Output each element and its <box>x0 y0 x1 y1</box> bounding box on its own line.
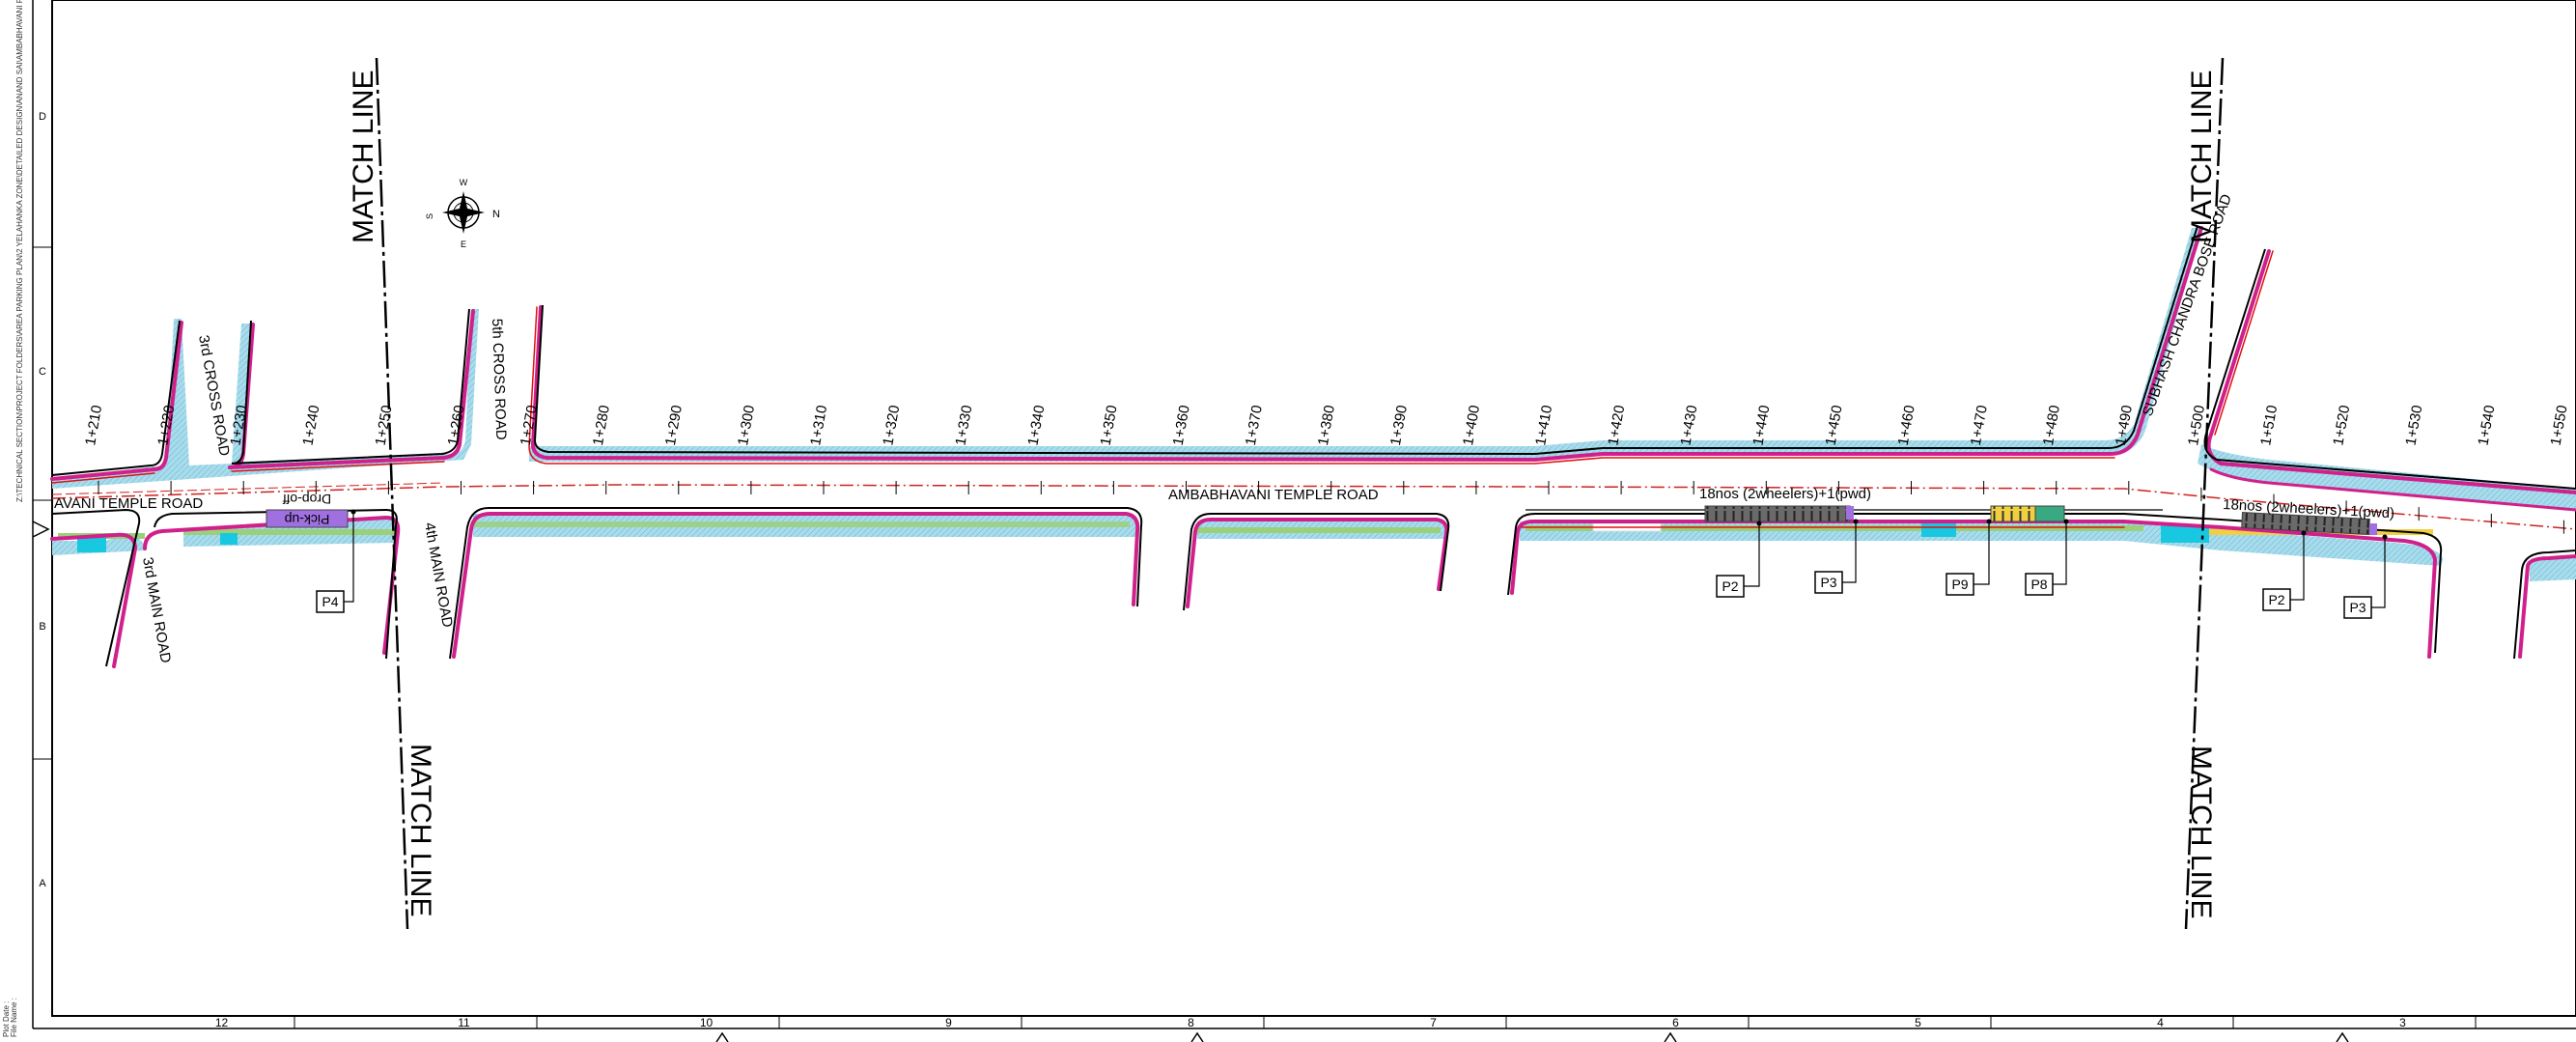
callout-p2: P2 <box>1716 521 1762 598</box>
road-name-5th-cross: 5th CROSS ROAD <box>489 319 509 441</box>
east-letter: E <box>461 239 466 249</box>
callout-label: P3 <box>1820 575 1836 590</box>
chainage-label: 1+520 <box>2330 404 2353 446</box>
row-label: B <box>39 621 45 633</box>
chainage-label: 1+360 <box>1170 404 1193 446</box>
chainage-label: 1+400 <box>1460 404 1483 446</box>
callouts: P4 P2 P3 P9 P8 P2 P3 <box>316 509 2388 619</box>
side-file-path: Z:\TECHNICAL SECTION\PROJECT FOLDERS\ARE… <box>15 0 24 502</box>
chainage-label: 1+310 <box>807 404 830 446</box>
match-line-label-bottom-left: MATCH LINE <box>405 744 436 916</box>
column-labels: 12 11 10 9 8 7 6 5 4 3 <box>215 1016 2477 1029</box>
column-label: 10 <box>700 1016 714 1029</box>
chainage-label: 1+550 <box>2548 404 2571 446</box>
callout-p9: P9 <box>1946 519 1992 596</box>
callout-label: P2 <box>1722 578 1738 594</box>
parking-note-1: 18nos (2wheelers)+1(pwd) <box>1699 486 1871 502</box>
column-label: 6 <box>1672 1016 1679 1029</box>
chainage-label: 1+340 <box>1024 404 1048 446</box>
pickup-dropoff: Pick-up Drop-off <box>266 492 349 528</box>
column-label: 4 <box>2157 1016 2164 1029</box>
centerline <box>51 482 2576 530</box>
chainage-ticks <box>98 481 2564 534</box>
row-label: A <box>39 878 46 889</box>
chainage-label: 1+280 <box>590 404 613 446</box>
road-edges <box>51 225 2576 667</box>
column-label: 9 <box>945 1016 952 1029</box>
chainage-label: 1+270 <box>518 404 541 446</box>
chainage-label: 1+370 <box>1243 404 1266 446</box>
drop-off-label: Drop-off <box>283 492 331 507</box>
callout-p8: P8 <box>2025 519 2069 596</box>
row-marker-icon <box>32 521 50 538</box>
callout-label: P8 <box>2030 577 2047 592</box>
chainage-label: 1+250 <box>373 404 396 446</box>
match-line-right: MATCH LINE MATCH LINE <box>2184 57 2225 930</box>
chainage-label: 1+300 <box>735 404 758 446</box>
road-name-4th-main: 4th MAIN ROAD <box>421 521 456 629</box>
callout-label: P9 <box>1951 577 1968 592</box>
column-label: 12 <box>215 1016 229 1029</box>
column-label: 7 <box>1430 1016 1437 1029</box>
sheet-border <box>32 0 2576 1029</box>
callout-label: P3 <box>2349 600 2366 615</box>
chainage-label: 1+330 <box>952 404 975 446</box>
chainage-label: 1+320 <box>880 404 903 446</box>
chainage-label: 1+260 <box>445 404 468 446</box>
chainage-labels: 1+210 1+220 1+230 1+240 1+250 1+260 1+270 1+280… <box>82 404 2570 446</box>
road-name-ambabhavani: AMBABHAVANI TEMPLE ROAD <box>1168 487 1379 503</box>
chainage-label: 1+530 <box>2402 404 2425 446</box>
chainage-label: 1+410 <box>1532 404 1555 446</box>
callout-p2: P2 <box>2262 530 2307 611</box>
chainage-label: 1+290 <box>662 404 686 446</box>
parking-bays <box>1704 505 2377 535</box>
west-letter: W <box>460 178 468 187</box>
callout-p3: P3 <box>1814 519 1859 594</box>
callout-label: P4 <box>322 594 338 609</box>
chainage-label: 1+510 <box>2257 404 2281 446</box>
pick-up-label: Pick-up <box>284 512 329 527</box>
column-label: 8 <box>1188 1016 1194 1029</box>
south-letter: S <box>425 213 434 219</box>
side-file-name: File Name : <box>10 998 18 1037</box>
road-name-avani-temple: AVANI TEMPLE ROAD <box>54 495 203 512</box>
column-label: 11 <box>458 1016 470 1029</box>
callout-label: P2 <box>2268 592 2284 607</box>
chainage-label: 1+380 <box>1315 404 1338 446</box>
row-label: D <box>39 111 46 123</box>
match-line-label-top-right: MATCH LINE <box>2186 70 2218 243</box>
chainage-label: 1+240 <box>299 404 322 446</box>
north-letter: N <box>492 209 500 220</box>
north-arrow-icon: N S E W <box>425 178 500 249</box>
chainage-label: 1+390 <box>1387 404 1411 446</box>
column-label: 5 <box>1915 1016 1921 1029</box>
chainage-label: 1+210 <box>82 404 105 446</box>
kerb-lines <box>50 226 2576 668</box>
chainage-label: 1+540 <box>2475 404 2498 446</box>
match-line-left: MATCH LINE MATCH LINE <box>348 57 436 930</box>
bottom-markers <box>715 1031 2349 1042</box>
road-name-3rd-main: 3rd MAIN ROAD <box>139 556 174 664</box>
row-labels: D C B A <box>39 111 46 889</box>
match-line-label-top-left: MATCH LINE <box>348 70 379 243</box>
callout-p4: P4 <box>316 509 356 613</box>
road-name-3rd-cross: 3rd CROSS ROAD <box>195 334 233 458</box>
callout-p3: P3 <box>2343 534 2388 619</box>
row-label: C <box>39 366 46 378</box>
chainage-label: 1+350 <box>1098 404 1121 446</box>
column-label: 3 <box>2399 1016 2406 1029</box>
pickup-box <box>266 509 349 528</box>
match-line-label-bottom-right: MATCH LINE <box>2185 746 2217 918</box>
